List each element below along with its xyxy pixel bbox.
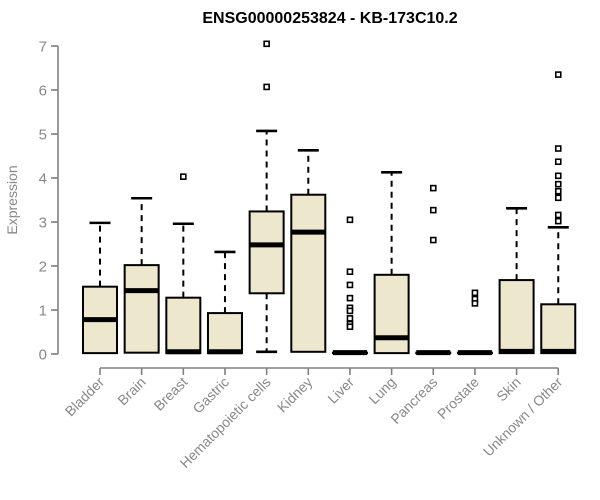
x-tick-label-liver: Liver bbox=[324, 374, 357, 407]
outlier-point bbox=[554, 71, 562, 78]
boxplot-hematopoietic-cells bbox=[248, 40, 285, 354]
outlier-point bbox=[554, 158, 562, 166]
y-axis-title: Expression bbox=[4, 165, 20, 234]
outlier-point bbox=[554, 145, 562, 152]
outlier-point bbox=[554, 172, 562, 180]
box bbox=[540, 303, 577, 355]
outlier-point bbox=[346, 307, 354, 315]
box bbox=[373, 273, 410, 355]
y-tick-label: 3 bbox=[39, 214, 47, 231]
box bbox=[165, 296, 202, 355]
outlier-point bbox=[346, 268, 354, 276]
chart-title: ENSG00000253824 - KB-173C10.2 bbox=[202, 10, 457, 27]
boxplot-lung bbox=[373, 170, 410, 355]
x-tick-label-breast: Breast bbox=[151, 374, 191, 414]
x-tick-label-unknown-other: Unknown / Other bbox=[480, 374, 566, 460]
box bbox=[248, 210, 285, 295]
x-tick-label-bladder: Bladder bbox=[62, 374, 108, 420]
boxplot-skin bbox=[498, 207, 535, 355]
outlier-point bbox=[471, 289, 479, 297]
boxplot-bladder bbox=[82, 221, 118, 355]
outlier-point bbox=[263, 40, 270, 48]
boxplot-kidney bbox=[290, 148, 327, 353]
outlier-point bbox=[180, 173, 187, 180]
x-tick-label-lung: Lung bbox=[365, 374, 398, 407]
x-tick-label-skin: Skin bbox=[493, 374, 524, 405]
x-tick-label-kidney: Kidney bbox=[274, 374, 316, 416]
y-tick-label: 4 bbox=[39, 170, 47, 187]
outlier-point bbox=[346, 216, 354, 224]
box bbox=[498, 279, 535, 355]
outlier-point bbox=[346, 294, 354, 302]
boxplot-pancreas bbox=[415, 184, 452, 356]
outlier-point bbox=[554, 217, 562, 225]
y-tick-label: 0 bbox=[39, 346, 47, 363]
y-tick-label: 6 bbox=[39, 82, 47, 99]
outlier-point bbox=[429, 206, 437, 214]
y-tick-label: 1 bbox=[39, 302, 47, 319]
box bbox=[206, 312, 243, 355]
boxplot-brain bbox=[123, 196, 160, 354]
y-tick-label: 7 bbox=[39, 38, 47, 55]
y-tick-label: 2 bbox=[39, 258, 47, 275]
boxplot-prostate bbox=[456, 289, 493, 356]
outlier-point bbox=[554, 194, 562, 202]
x-tick-label-prostate: Prostate bbox=[434, 374, 482, 422]
outlier-point bbox=[346, 315, 354, 322]
boxplot-unknown-other bbox=[540, 71, 577, 355]
box bbox=[290, 193, 327, 353]
outlier-point bbox=[471, 300, 479, 307]
outlier-point bbox=[263, 83, 270, 91]
outlier-point bbox=[429, 236, 437, 244]
boxplot-liver bbox=[331, 216, 368, 356]
outlier-point bbox=[554, 211, 562, 219]
boxplot-gastric bbox=[206, 250, 243, 355]
outlier-point bbox=[346, 281, 354, 289]
outlier-point bbox=[429, 184, 437, 192]
box bbox=[123, 264, 160, 354]
y-tick-label: 5 bbox=[39, 126, 47, 143]
outlier-point bbox=[554, 180, 562, 188]
plot-area bbox=[82, 40, 577, 356]
boxplot-breast bbox=[165, 173, 202, 355]
outlier-point bbox=[554, 187, 562, 195]
y-axis: 0 1 2 3 4 5 6 7 bbox=[39, 38, 59, 363]
outlier-point bbox=[346, 323, 354, 331]
x-tick-label-brain: Brain bbox=[114, 374, 148, 408]
